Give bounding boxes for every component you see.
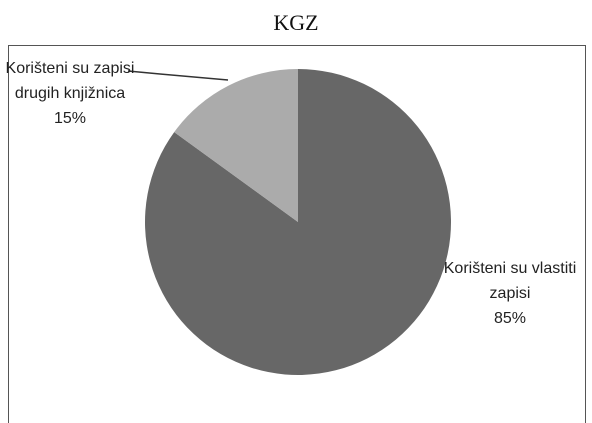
leader-line	[127, 70, 229, 81]
plot-frame	[8, 45, 586, 423]
slice-value: 85%	[493, 310, 527, 327]
slice-value: 15%	[53, 110, 87, 127]
slice-label: Korišteni su vlastiti zapisi	[443, 260, 577, 302]
slice-label: Korišteni su zapisi drugih knjižnica	[5, 60, 135, 102]
pie-slice	[144, 69, 451, 376]
chart-title: KGZ	[273, 10, 319, 35]
pie-slice	[174, 69, 298, 222]
